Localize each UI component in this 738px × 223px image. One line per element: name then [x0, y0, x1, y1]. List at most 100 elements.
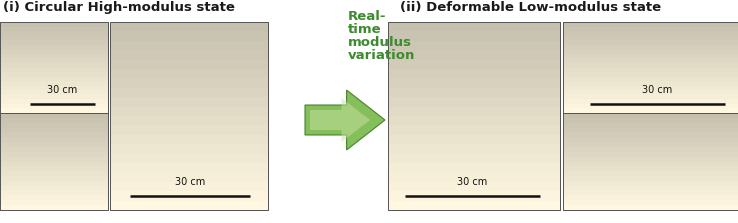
Bar — [110, 191, 268, 201]
Bar — [563, 76, 738, 81]
Bar — [563, 67, 738, 72]
Bar — [0, 72, 108, 76]
Bar — [110, 78, 268, 88]
Bar — [563, 151, 738, 157]
Bar — [563, 22, 738, 113]
Bar — [563, 94, 738, 99]
Bar — [110, 87, 268, 97]
Bar — [388, 106, 560, 116]
Bar — [563, 103, 738, 108]
Bar — [388, 125, 560, 135]
Bar — [0, 195, 108, 200]
Bar — [0, 205, 108, 210]
Bar — [0, 137, 108, 142]
Bar — [110, 116, 268, 125]
Bar — [563, 195, 738, 200]
Bar — [563, 22, 738, 113]
Bar — [0, 40, 108, 45]
Bar — [563, 35, 738, 40]
Bar — [0, 127, 108, 132]
Bar — [563, 53, 738, 58]
Bar — [0, 112, 108, 118]
Bar — [563, 44, 738, 49]
Bar — [110, 106, 268, 116]
Bar — [0, 35, 108, 40]
Bar — [563, 190, 738, 195]
Bar — [563, 58, 738, 63]
Bar — [563, 90, 738, 95]
Bar — [0, 185, 108, 191]
Bar — [110, 97, 268, 107]
Bar — [0, 180, 108, 186]
Bar — [0, 53, 108, 58]
Bar — [388, 153, 560, 163]
Bar — [388, 97, 560, 107]
Bar — [563, 156, 738, 161]
Bar — [0, 147, 108, 152]
Polygon shape — [310, 98, 370, 142]
Polygon shape — [305, 90, 385, 150]
Bar — [0, 166, 108, 171]
Bar — [110, 134, 268, 144]
Bar — [563, 99, 738, 104]
Bar — [0, 85, 108, 90]
Bar — [563, 161, 738, 166]
Bar — [110, 31, 268, 41]
Bar — [388, 134, 560, 144]
Bar — [0, 176, 108, 181]
Bar — [563, 147, 738, 152]
Bar — [0, 21, 108, 27]
Bar — [563, 40, 738, 45]
Bar — [563, 31, 738, 36]
Text: 30 cm: 30 cm — [47, 85, 77, 95]
Bar — [110, 21, 268, 31]
Bar — [563, 85, 738, 90]
Bar — [0, 171, 108, 176]
Bar — [388, 191, 560, 201]
Bar — [110, 59, 268, 69]
Bar — [388, 200, 560, 210]
Bar — [0, 113, 108, 210]
Bar — [563, 112, 738, 118]
Bar — [563, 180, 738, 186]
Bar — [563, 113, 738, 210]
Bar — [0, 67, 108, 72]
Bar — [0, 200, 108, 205]
Bar — [0, 161, 108, 166]
Bar — [110, 163, 268, 172]
Bar — [110, 125, 268, 135]
Text: modulus: modulus — [348, 36, 412, 49]
Bar — [388, 31, 560, 41]
Bar — [563, 166, 738, 171]
Bar — [563, 127, 738, 132]
Bar — [0, 22, 108, 113]
Bar — [110, 40, 268, 50]
Bar — [110, 22, 268, 210]
Bar — [388, 181, 560, 191]
Bar — [110, 172, 268, 182]
Bar — [0, 113, 108, 210]
Bar — [563, 117, 738, 123]
Bar — [388, 87, 560, 97]
Bar — [0, 31, 108, 36]
Bar — [563, 26, 738, 31]
Bar — [388, 163, 560, 172]
Bar — [0, 99, 108, 104]
Bar — [388, 68, 560, 78]
Bar — [0, 76, 108, 81]
Bar — [563, 171, 738, 176]
Bar — [563, 113, 738, 210]
Bar — [110, 22, 268, 210]
Bar — [0, 94, 108, 99]
Bar — [563, 62, 738, 68]
Bar — [563, 49, 738, 54]
Text: time: time — [348, 23, 382, 36]
Bar — [563, 108, 738, 113]
Bar — [0, 90, 108, 95]
Bar — [563, 81, 738, 86]
Bar — [388, 116, 560, 125]
Bar — [0, 26, 108, 31]
Bar — [563, 72, 738, 76]
Bar — [110, 181, 268, 191]
Bar — [388, 59, 560, 69]
